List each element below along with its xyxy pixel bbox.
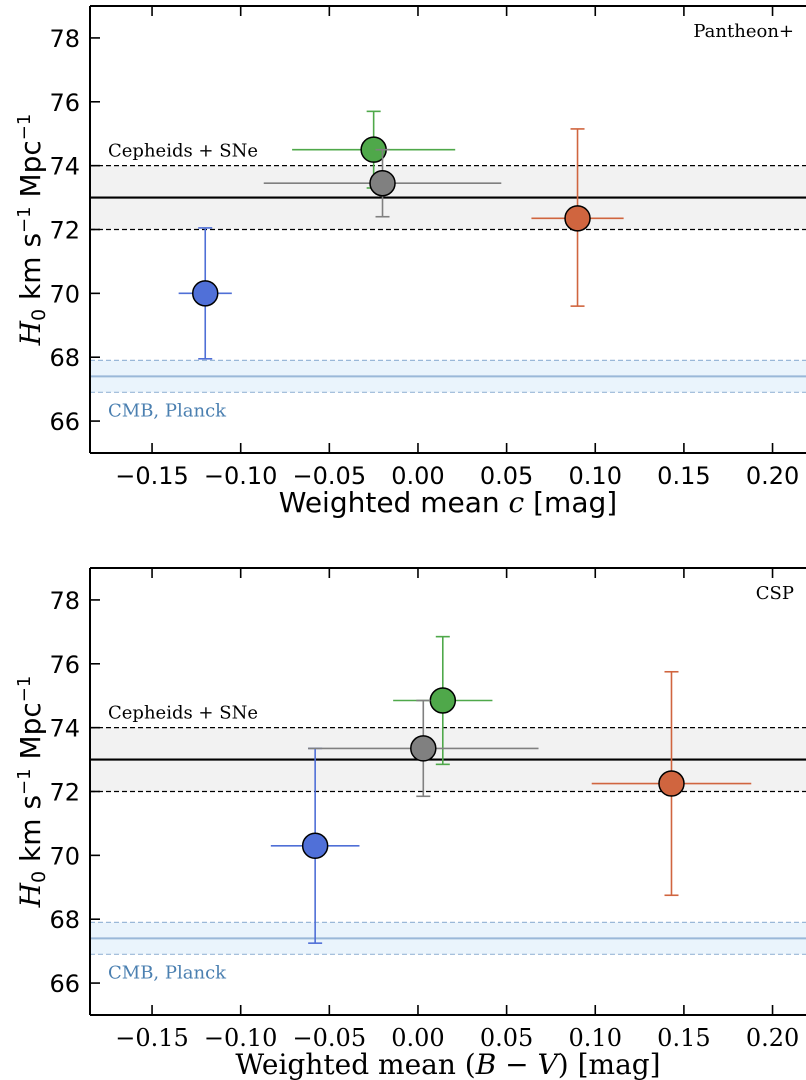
x-tick-label: 0.00 <box>391 462 444 490</box>
panel-label: Pantheon+ <box>693 21 794 42</box>
y-tick-label: 74 <box>49 715 80 743</box>
reference-band-label: Cepheids + SNe <box>108 141 258 162</box>
reference-band-label: Cepheids + SNe <box>108 703 258 724</box>
x-tick-label: 0.10 <box>569 1024 622 1052</box>
y-tick-label: 72 <box>49 217 80 245</box>
y-tick-label: 78 <box>49 587 80 615</box>
y-tick-label: 66 <box>49 408 80 436</box>
y-axis-label-variable: H <box>14 882 47 908</box>
x-axis-label: Weighted mean c [mag] <box>279 486 617 519</box>
y-axis-label-units: km s <box>14 233 47 309</box>
x-axis-label-prefix: Weighted mean ( <box>235 1048 475 1080</box>
chart-panel-pantheon: Cepheids + SNe CMB, Planck −0.15 −0.10 −0.05… <box>14 5 806 519</box>
y-tick-label: 76 <box>49 89 80 117</box>
x-axis-label-variable: c <box>509 486 525 519</box>
data-point-marker <box>191 280 219 307</box>
y-tick-label: 76 <box>49 651 80 679</box>
data-point-group <box>393 635 493 766</box>
y-axis-label-subscript: 0 <box>28 309 50 321</box>
y-axis-label-units-2: Mpc <box>14 140 47 206</box>
x-tick-label: 0.20 <box>746 462 799 490</box>
y-axis-label-units-2: Mpc <box>14 702 47 768</box>
y-tick-label: 68 <box>49 906 80 934</box>
data-point-marker <box>410 735 437 762</box>
y-axis-label-units: km s <box>14 795 47 871</box>
data-point-group <box>263 148 502 218</box>
data-point-marker <box>564 205 591 232</box>
x-tick-label: −0.05 <box>293 1024 367 1052</box>
y-axis-label-subscript: 0 <box>28 871 50 883</box>
x-tick-label: 0.10 <box>569 462 622 490</box>
x-tick-label: 0.00 <box>391 1024 444 1052</box>
y-tick-label: 70 <box>49 842 80 870</box>
y-axis-label: H0 km s−1 Mpc−1 <box>14 114 50 347</box>
panel-label: CSP <box>756 583 794 604</box>
y-axis-label-superscript-2: −1 <box>14 676 35 703</box>
y-tick-label: 70 <box>49 280 80 308</box>
x-tick-label: −0.10 <box>204 1024 278 1052</box>
y-tick-label: 72 <box>49 779 80 807</box>
y-axis-label-superscript: −1 <box>14 206 35 233</box>
data-point-marker <box>301 832 329 860</box>
x-tick-label: 0.05 <box>480 1024 533 1052</box>
x-axis-label-minus: − <box>496 1048 537 1080</box>
y-tick-label: 68 <box>49 344 80 372</box>
x-tick-label: 0.05 <box>480 462 533 490</box>
x-tick-label: −0.15 <box>115 1024 189 1052</box>
y-tick-label: 74 <box>49 153 80 181</box>
data-point-group <box>178 227 232 360</box>
data-point-group <box>591 670 752 897</box>
data-point-group <box>308 699 539 798</box>
data-point-marker <box>369 169 396 197</box>
y-tick-label: 66 <box>49 970 80 998</box>
reference-band-label: CMB, Planck <box>108 400 227 421</box>
x-tick-label: −0.10 <box>204 462 278 490</box>
x-tick-label: 0.15 <box>657 462 710 490</box>
y-axis-label-superscript: −1 <box>14 768 35 795</box>
x-tick-label: −0.05 <box>293 462 367 490</box>
x-axis-label: Weighted mean (B − V) [mag] <box>235 1048 660 1080</box>
x-axis-label-prefix: Weighted mean <box>279 486 509 519</box>
y-axis-label-variable: H <box>14 320 47 346</box>
data-point-marker <box>429 687 457 714</box>
reference-band-label: CMB, Planck <box>108 962 227 983</box>
data-point-group <box>531 128 624 307</box>
x-tick-label: −0.15 <box>115 462 189 490</box>
x-tick-label: 0.20 <box>746 1024 799 1052</box>
y-axis-label: H0 km s−1 Mpc−1 <box>14 676 50 909</box>
x-axis-label-suffix: [mag] <box>524 486 617 519</box>
data-point-marker <box>658 770 685 797</box>
y-axis-label-superscript-2: −1 <box>14 114 35 141</box>
x-axis-label-variable-2: V <box>538 1048 561 1080</box>
y-tick-label: 78 <box>49 25 80 53</box>
x-axis-label-suffix: ) [mag] <box>558 1048 661 1080</box>
x-tick-label: 0.15 <box>657 1024 710 1052</box>
x-axis-label-variable: B <box>475 1048 497 1080</box>
